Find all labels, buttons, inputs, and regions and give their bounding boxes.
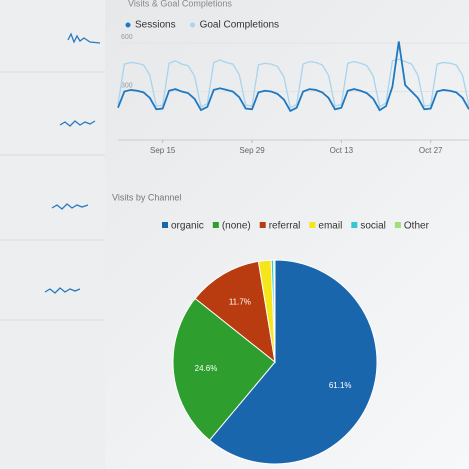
pie-slice — [208, 259, 378, 465]
pie-slice — [273, 259, 276, 363]
sparkline — [51, 203, 89, 210]
legend-swatch — [394, 222, 401, 228]
sparkline — [44, 287, 81, 294]
x-tick-label: Sep 15 — [150, 146, 176, 155]
x-tick-label: Sep 29 — [239, 146, 265, 155]
sparkline — [67, 32, 101, 44]
legend-label: Sessions — [135, 20, 176, 31]
legend-label: social — [360, 221, 386, 232]
y-tick-label: 300 — [121, 82, 133, 89]
legend-label: (none) — [222, 221, 251, 232]
series-line — [117, 41, 469, 113]
slice-label: 24.6% — [195, 364, 218, 373]
x-tick-label: Oct 13 — [330, 146, 354, 155]
legend-swatch — [259, 222, 266, 228]
pie-slice — [172, 297, 276, 441]
legend-label: referral — [269, 221, 301, 232]
slice-label: 11.7% — [229, 297, 251, 306]
legend-swatch — [125, 22, 131, 28]
legend-label: email — [318, 221, 342, 232]
pie-slice — [194, 260, 276, 364]
legend-swatch — [212, 222, 219, 228]
sidebar — [0, 0, 105, 469]
legend-swatch — [309, 222, 316, 228]
y-tick-label: 600 — [121, 34, 133, 41]
x-tick-label: Oct 27 — [419, 146, 443, 155]
legend-swatch — [190, 22, 196, 28]
line-title: Visits & Goal Completions — [128, 0, 232, 8]
legend-label: Goal Completions — [200, 20, 279, 31]
slice-label: 61.1% — [329, 381, 352, 390]
sparkline — [59, 120, 96, 127]
legend-swatch — [351, 222, 358, 228]
series-line — [117, 58, 469, 109]
legend-label: organic — [171, 221, 204, 232]
legend-swatch — [162, 222, 168, 228]
legend-label: Other — [404, 221, 430, 232]
pie-title: Visits by Channel — [112, 192, 181, 202]
